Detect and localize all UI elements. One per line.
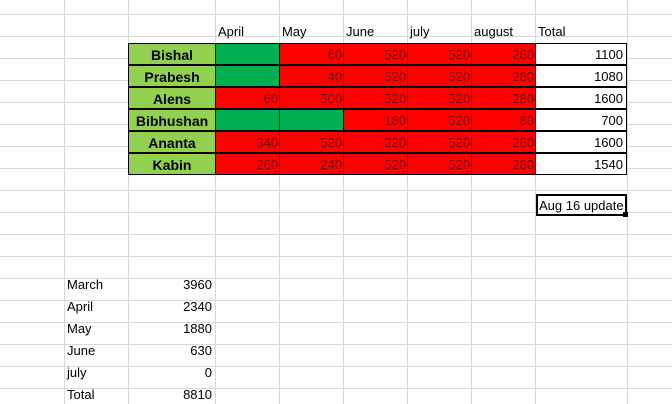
person-name-cell[interactable]: Alens (128, 87, 216, 109)
row-total-cell[interactable]: 1600 (535, 131, 627, 153)
header-total[interactable]: Total (538, 24, 566, 39)
person-name-cell[interactable]: Ananta (128, 131, 216, 153)
summary-value-cell[interactable]: 3960 (183, 277, 212, 292)
fill-handle[interactable] (623, 212, 628, 217)
payment-cell[interactable] (279, 109, 344, 131)
column-gridline (128, 0, 129, 404)
row-total-cell[interactable]: 1100 (535, 43, 627, 65)
row-total-cell[interactable]: 1540 (535, 153, 627, 175)
column-gridline (64, 0, 65, 404)
payment-cell[interactable]: 520 (407, 109, 472, 131)
summary-value-cell[interactable]: 8810 (183, 387, 212, 402)
summary-label-cell[interactable]: May (67, 321, 92, 336)
payment-cell[interactable]: 80 (471, 109, 536, 131)
payment-cell[interactable] (215, 43, 280, 65)
column-gridline (535, 0, 536, 404)
payment-cell[interactable]: 60 (215, 87, 280, 109)
header-may[interactable]: May (282, 24, 307, 39)
column-gridline (471, 0, 472, 404)
person-name-cell[interactable]: Bibhushan (128, 109, 216, 131)
header-august[interactable]: august (474, 24, 514, 39)
update-note-cell[interactable]: Aug 16 update (536, 194, 627, 216)
payment-cell[interactable]: 220 (343, 131, 408, 153)
payment-cell[interactable]: 340 (215, 131, 280, 153)
column-gridline (279, 0, 280, 404)
payment-cell[interactable] (215, 65, 280, 87)
payment-cell[interactable]: 280 (471, 43, 536, 65)
person-name-cell[interactable]: Bishal (128, 43, 216, 65)
payment-cell[interactable]: 280 (471, 65, 536, 87)
payment-cell[interactable]: 180 (343, 109, 408, 131)
payment-cell[interactable]: 520 (407, 87, 472, 109)
header-april[interactable]: April (218, 24, 245, 39)
payment-cell[interactable]: 520 (407, 131, 472, 153)
payment-cell[interactable]: 40 (279, 65, 344, 87)
payment-cell[interactable]: 60 (279, 43, 344, 65)
summary-label-cell[interactable]: Total (67, 387, 95, 402)
payment-cell[interactable]: 280 (471, 131, 536, 153)
row-total-cell[interactable]: 1600 (535, 87, 627, 109)
column-gridline (343, 0, 344, 404)
column-gridline (627, 0, 628, 404)
payment-cell[interactable]: 520 (343, 87, 408, 109)
summary-value-cell[interactable]: 0 (204, 365, 212, 380)
summary-label-cell[interactable]: April (67, 299, 94, 314)
summary-value-cell[interactable]: 630 (190, 343, 212, 358)
payment-cell[interactable]: 520 (343, 65, 408, 87)
summary-value-cell[interactable]: 2340 (183, 299, 212, 314)
header-june[interactable]: June (346, 24, 375, 39)
payment-cell[interactable]: 520 (407, 43, 472, 65)
row-total-cell[interactable]: 1080 (535, 65, 627, 87)
summary-label-cell[interactable]: June (67, 343, 96, 358)
summary-label-cell[interactable]: july (67, 365, 87, 380)
header-july[interactable]: july (410, 24, 430, 39)
payment-cell[interactable]: 520 (343, 43, 408, 65)
payment-cell[interactable]: 280 (471, 87, 536, 109)
payment-cell[interactable]: 520 (407, 65, 472, 87)
person-name-cell[interactable]: Kabin (128, 153, 216, 175)
column-gridline (407, 0, 408, 404)
row-total-cell[interactable]: 700 (535, 109, 627, 131)
payment-cell[interactable]: 500 (279, 87, 344, 109)
payment-cell[interactable]: 520 (343, 153, 408, 175)
summary-label-cell[interactable]: March (67, 277, 104, 292)
payment-cell[interactable]: 520 (279, 131, 344, 153)
payment-cell[interactable]: 260 (215, 153, 280, 175)
column-gridline (215, 0, 216, 404)
payment-cell[interactable]: 280 (471, 153, 536, 175)
payment-cell[interactable]: 240 (279, 153, 344, 175)
payment-cell[interactable]: 520 (407, 153, 472, 175)
summary-value-cell[interactable]: 1880 (183, 321, 212, 336)
payment-cell[interactable] (215, 109, 280, 131)
person-name-cell[interactable]: Prabesh (128, 65, 216, 87)
